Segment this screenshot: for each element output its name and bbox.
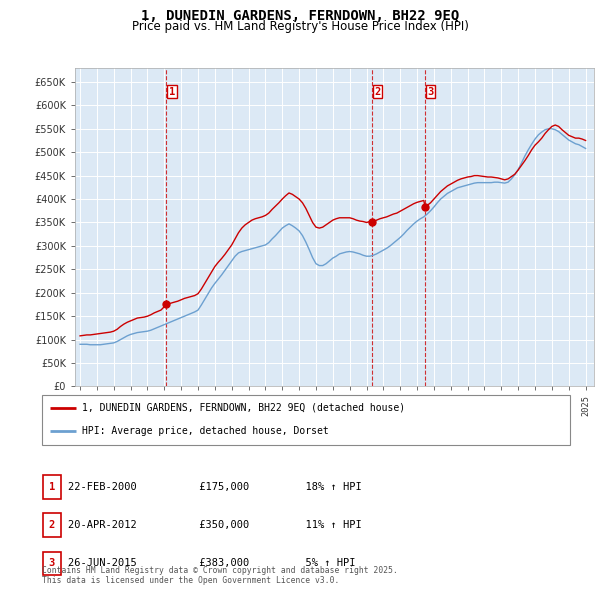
Text: 2: 2 [49,520,55,530]
Text: 1: 1 [49,482,55,491]
Text: 1, DUNEDIN GARDENS, FERNDOWN, BH22 9EQ: 1, DUNEDIN GARDENS, FERNDOWN, BH22 9EQ [141,9,459,23]
Text: Price paid vs. HM Land Registry's House Price Index (HPI): Price paid vs. HM Land Registry's House … [131,20,469,33]
Text: 3: 3 [428,87,434,97]
FancyBboxPatch shape [42,395,570,445]
FancyBboxPatch shape [43,475,61,499]
Text: 26-JUN-2015          £383,000         5% ↑ HPI: 26-JUN-2015 £383,000 5% ↑ HPI [68,559,355,568]
Text: 3: 3 [49,559,55,568]
Text: 1: 1 [169,87,175,97]
Text: Contains HM Land Registry data © Crown copyright and database right 2025.
This d: Contains HM Land Registry data © Crown c… [42,566,398,585]
FancyBboxPatch shape [43,513,61,537]
Text: 20-APR-2012          £350,000         11% ↑ HPI: 20-APR-2012 £350,000 11% ↑ HPI [68,520,362,530]
Text: 1, DUNEDIN GARDENS, FERNDOWN, BH22 9EQ (detached house): 1, DUNEDIN GARDENS, FERNDOWN, BH22 9EQ (… [82,403,405,413]
Text: HPI: Average price, detached house, Dorset: HPI: Average price, detached house, Dors… [82,426,328,436]
Text: 22-FEB-2000          £175,000         18% ↑ HPI: 22-FEB-2000 £175,000 18% ↑ HPI [68,482,362,491]
FancyBboxPatch shape [43,552,61,575]
Text: 2: 2 [374,87,380,97]
